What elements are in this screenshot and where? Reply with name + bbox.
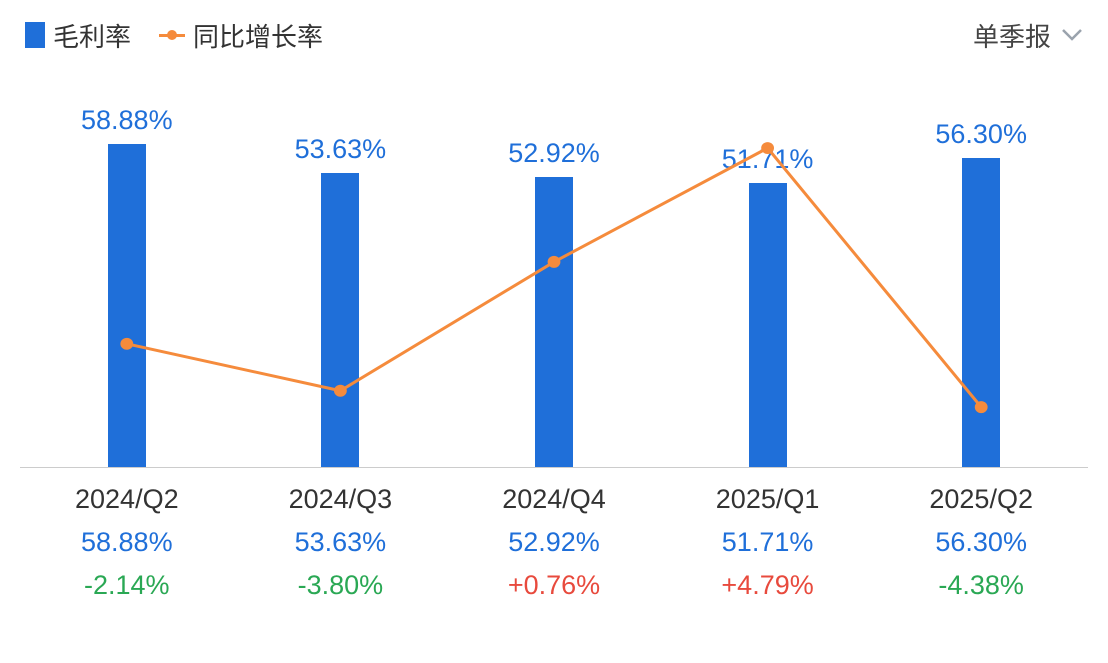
growth-marker: [761, 142, 774, 154]
line-overlay: [20, 128, 1088, 467]
growth-marker: [975, 401, 988, 413]
bar-table-value: 58.88%: [20, 521, 234, 564]
category-label: 2024/Q3: [234, 478, 448, 521]
legend-swatch-line: [159, 34, 185, 37]
plot-area: 58.88%53.63%52.92%51.71%56.30%: [20, 128, 1088, 468]
growth-marker: [548, 256, 561, 268]
growth-table-value: -2.14%: [20, 564, 234, 607]
legend-bar-label: 毛利率: [53, 17, 131, 54]
growth-marker: [120, 338, 133, 350]
legend-swatch-bar: [25, 22, 45, 48]
growth-marker: [334, 385, 347, 397]
growth-table-value: +4.79%: [661, 564, 875, 607]
legend: 毛利率 同比增长率: [25, 17, 323, 54]
data-table: 2024/Q258.88%-2.14%2024/Q353.63%-3.80%20…: [20, 478, 1088, 607]
table-column: 2024/Q258.88%-2.14%: [20, 478, 234, 607]
growth-table-value: -3.80%: [234, 564, 448, 607]
legend-item-bar: 毛利率: [25, 17, 131, 54]
legend-line-label: 同比增长率: [193, 17, 323, 54]
bar-table-value: 53.63%: [234, 521, 448, 564]
chart-header: 毛利率 同比增长率 单季报: [20, 10, 1088, 60]
legend-item-line: 同比增长率: [159, 17, 323, 54]
growth-table-value: +0.76%: [447, 564, 661, 607]
category-label: 2024/Q2: [20, 478, 234, 521]
category-label: 2025/Q1: [661, 478, 875, 521]
bar-table-value: 56.30%: [874, 521, 1088, 564]
table-column: 2024/Q353.63%-3.80%: [234, 478, 448, 607]
category-label: 2025/Q2: [874, 478, 1088, 521]
period-selector-label: 单季报: [973, 17, 1051, 54]
table-column: 2025/Q151.71%+4.79%: [661, 478, 875, 607]
table-column: 2024/Q452.92%+0.76%: [447, 478, 661, 607]
growth-line: [127, 148, 981, 407]
category-label: 2024/Q4: [447, 478, 661, 521]
table-column: 2025/Q256.30%-4.38%: [874, 478, 1088, 607]
bar-table-value: 51.71%: [661, 521, 875, 564]
period-selector[interactable]: 单季报: [973, 17, 1083, 54]
bar-table-value: 52.92%: [447, 521, 661, 564]
growth-table-value: -4.38%: [874, 564, 1088, 607]
chart-area: 58.88%53.63%52.92%51.71%56.30%: [20, 78, 1088, 468]
chevron-down-icon: [1061, 28, 1083, 42]
